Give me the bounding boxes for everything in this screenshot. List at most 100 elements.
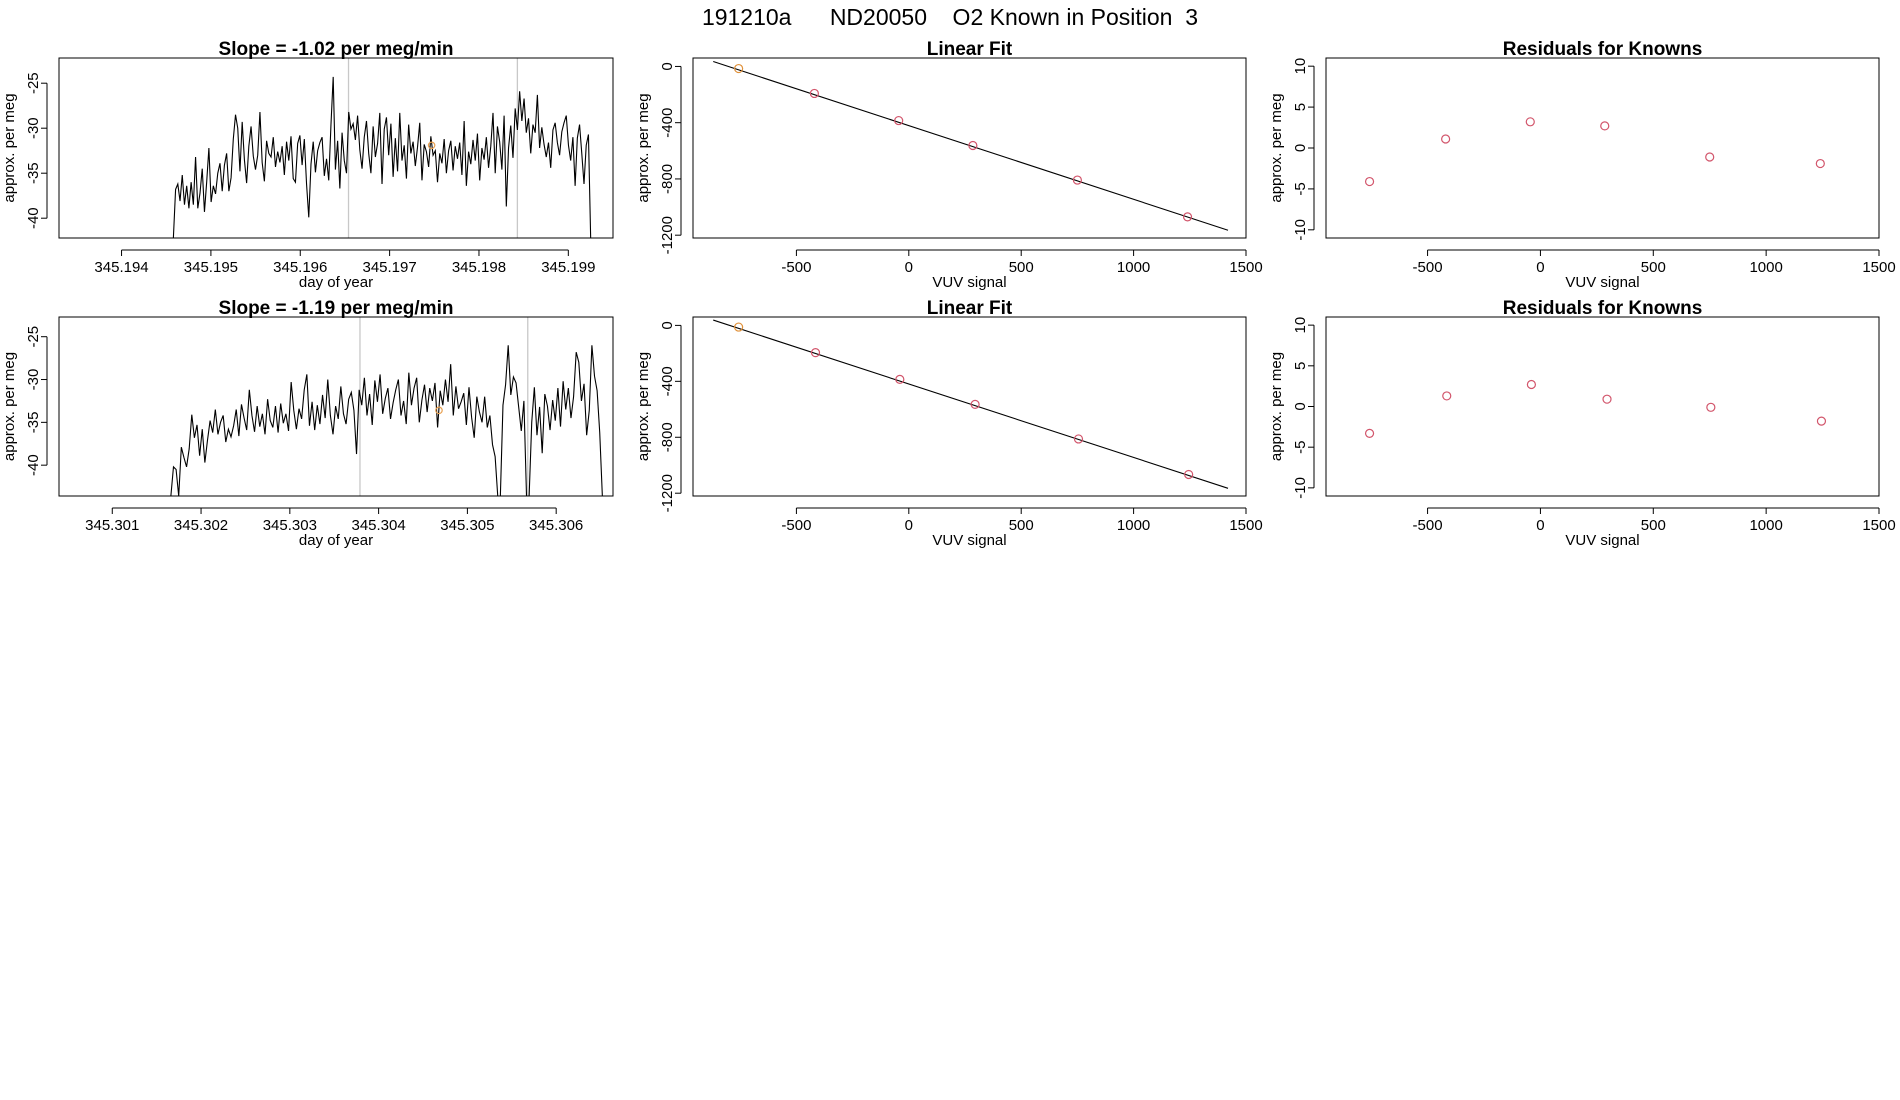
plot-frame (692, 57, 1247, 239)
y-tick-label: -35 (25, 412, 42, 434)
y-tick-label: -1200 (659, 216, 676, 254)
plot-area (713, 319, 1229, 489)
data-point (895, 374, 905, 384)
x-tick-label: 500 (1641, 259, 1666, 276)
data-point (1364, 176, 1375, 187)
x-tick-label: -500 (781, 259, 811, 276)
plot-area (172, 58, 592, 238)
y-tick-label: -400 (659, 108, 676, 138)
y-axis-title: approx. per meg (635, 352, 652, 461)
plot-frame (1325, 316, 1880, 497)
x-tick-label: 500 (1641, 517, 1666, 534)
y-tick-label: 0 (1292, 144, 1309, 152)
x-tick-label: 1500 (1229, 517, 1262, 534)
y-tick-label: 10 (1292, 58, 1309, 75)
x-tick-label: 345.198 (452, 259, 506, 276)
y-tick-label: -5 (1292, 182, 1309, 195)
x-tick-label: 0 (1536, 259, 1544, 276)
data-point (968, 140, 978, 151)
y-tick-label: -400 (659, 366, 676, 396)
series-line (172, 76, 592, 238)
data-point (1815, 158, 1825, 169)
plot-frame (58, 316, 614, 497)
x-tick-label: 1000 (1749, 517, 1782, 534)
x-tick-label: 345.194 (94, 259, 148, 276)
y-tick-label: 0 (659, 321, 676, 329)
x-tick-label: 1000 (1749, 259, 1782, 276)
chart-res2: Residuals for Knowns -500 0 500 1000 1500 VUV … (1268, 298, 1896, 549)
x-tick-label: -500 (1413, 517, 1443, 534)
y-tick-label: 5 (1292, 103, 1309, 111)
chart-fit1: Linear Fit -500 0 500 1000 1500 VUV signal -120… (635, 39, 1263, 291)
plot-frame (692, 316, 1247, 497)
data-point (1525, 117, 1535, 127)
x-tick-label: 345.197 (362, 259, 416, 276)
x-tick-label: 0 (1536, 517, 1544, 534)
plot-area (170, 317, 603, 496)
panel-title: Residuals for Knowns (1503, 298, 1703, 319)
data-point (1073, 434, 1084, 444)
plot-area (1364, 117, 1825, 187)
y-axis-title: approx. per meg (1, 93, 18, 202)
y-tick-label: -40 (25, 454, 42, 476)
x-tick-label: 345.199 (541, 259, 595, 276)
x-tick-label: 1500 (1862, 259, 1895, 276)
data-point (1364, 428, 1375, 438)
panel-title: Linear Fit (927, 298, 1013, 319)
y-tick-label: -800 (659, 164, 676, 194)
x-tick-label: -500 (781, 517, 811, 534)
chart-fit2: Linear Fit -500 0 500 1000 1500 VUV signal -120… (635, 298, 1263, 549)
x-axis-title: day of year (299, 274, 373, 291)
marked-point (435, 406, 443, 415)
y-tick-label: 0 (1292, 402, 1309, 410)
x-axis-title: day of year (299, 532, 373, 549)
y-tick-label: -10 (1292, 219, 1309, 241)
x-tick-label: 1500 (1229, 259, 1262, 276)
y-tick-label: 0 (659, 62, 676, 70)
x-tick-label: 1000 (1117, 259, 1150, 276)
page-title: 191210a ND20050 O2 Known in Position 3 (702, 4, 1198, 30)
data-point (1602, 394, 1612, 404)
y-axis-title: approx. per meg (635, 93, 652, 202)
data-point (1182, 212, 1193, 222)
x-axis-title: VUV signal (1565, 274, 1639, 291)
series-line (170, 345, 603, 496)
chart-ts2: Slope = -1.19 per meg/min 345.301 345.302 3… (1, 298, 614, 549)
y-tick-label: -25 (25, 72, 42, 94)
data-point (1072, 175, 1083, 185)
data-point (734, 63, 744, 74)
x-tick-label: 345.306 (529, 517, 583, 534)
y-axis-title: approx. per meg (1268, 93, 1285, 202)
data-point (1600, 121, 1610, 131)
y-tick-label: 5 (1292, 362, 1309, 370)
x-tick-label: 0 (905, 517, 913, 534)
x-tick-label: 0 (905, 259, 913, 276)
y-tick-label: 10 (1292, 317, 1309, 334)
y-tick-label: -25 (25, 326, 42, 348)
x-tick-label: 345.195 (184, 259, 238, 276)
x-tick-label: 500 (1009, 259, 1034, 276)
x-tick-label: 1000 (1117, 517, 1150, 534)
panel-title: Slope = -1.19 per meg/min (219, 298, 454, 319)
y-tick-label: -30 (25, 369, 42, 391)
y-axis-title: approx. per meg (1268, 352, 1285, 461)
x-tick-label: 345.302 (174, 517, 228, 534)
panel-title: Residuals for Knowns (1503, 39, 1703, 60)
data-point (810, 348, 821, 358)
data-point (809, 88, 819, 99)
plot-frame (58, 57, 614, 239)
data-point (894, 115, 904, 126)
plot-area (713, 60, 1229, 231)
x-tick-label: 345.303 (263, 517, 317, 534)
y-tick-label: -30 (25, 117, 42, 139)
data-point (970, 399, 980, 410)
y-tick-label: -1200 (659, 474, 676, 512)
data-point (1706, 402, 1716, 412)
x-tick-label: 345.301 (85, 517, 139, 534)
x-tick-label: 1500 (1862, 517, 1895, 534)
chart-res1: Residuals for Knowns -500 0 500 1000 1500 VUV … (1268, 39, 1896, 291)
y-tick-label: -800 (659, 422, 676, 452)
data-point (734, 322, 744, 332)
x-axis-title: VUV signal (1565, 532, 1639, 549)
